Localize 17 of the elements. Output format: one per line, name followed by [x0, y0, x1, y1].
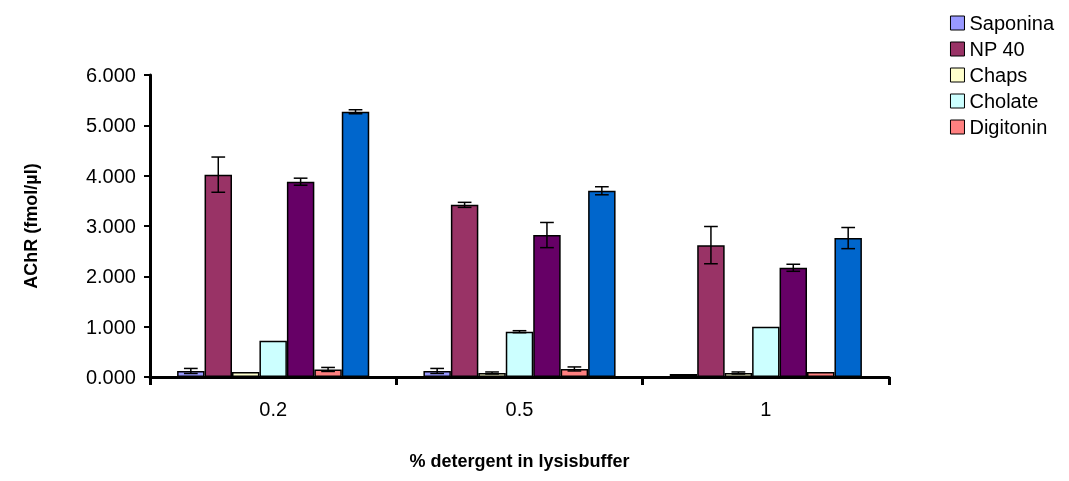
legend-label: NP 40	[969, 38, 1025, 60]
x-tick-label: 1	[760, 398, 772, 420]
x-tick-label: 0.5	[505, 398, 534, 420]
x-tick-label: 0.2	[259, 398, 288, 420]
legend-label: Saponina	[969, 12, 1055, 34]
y-axis-title: AChR (fmol/µl)	[21, 163, 41, 289]
x-axis-title: % detergent in lysisbuffer	[409, 451, 630, 471]
legend-label: Cholate	[969, 90, 1039, 112]
y-tick-label: 0.000	[85, 366, 136, 388]
y-tick-label: 1.000	[85, 315, 136, 338]
y-tick-label: 2.000	[85, 265, 136, 288]
y-tick-label: 3.000	[85, 215, 136, 237]
legend-label: Chaps	[969, 64, 1028, 86]
y-tick-label: 6.000	[85, 64, 136, 86]
y-tick-label: 4.000	[85, 164, 136, 187]
y-tick-label: 5.000	[85, 114, 136, 137]
legend-label: Digitonin	[969, 116, 1048, 138]
